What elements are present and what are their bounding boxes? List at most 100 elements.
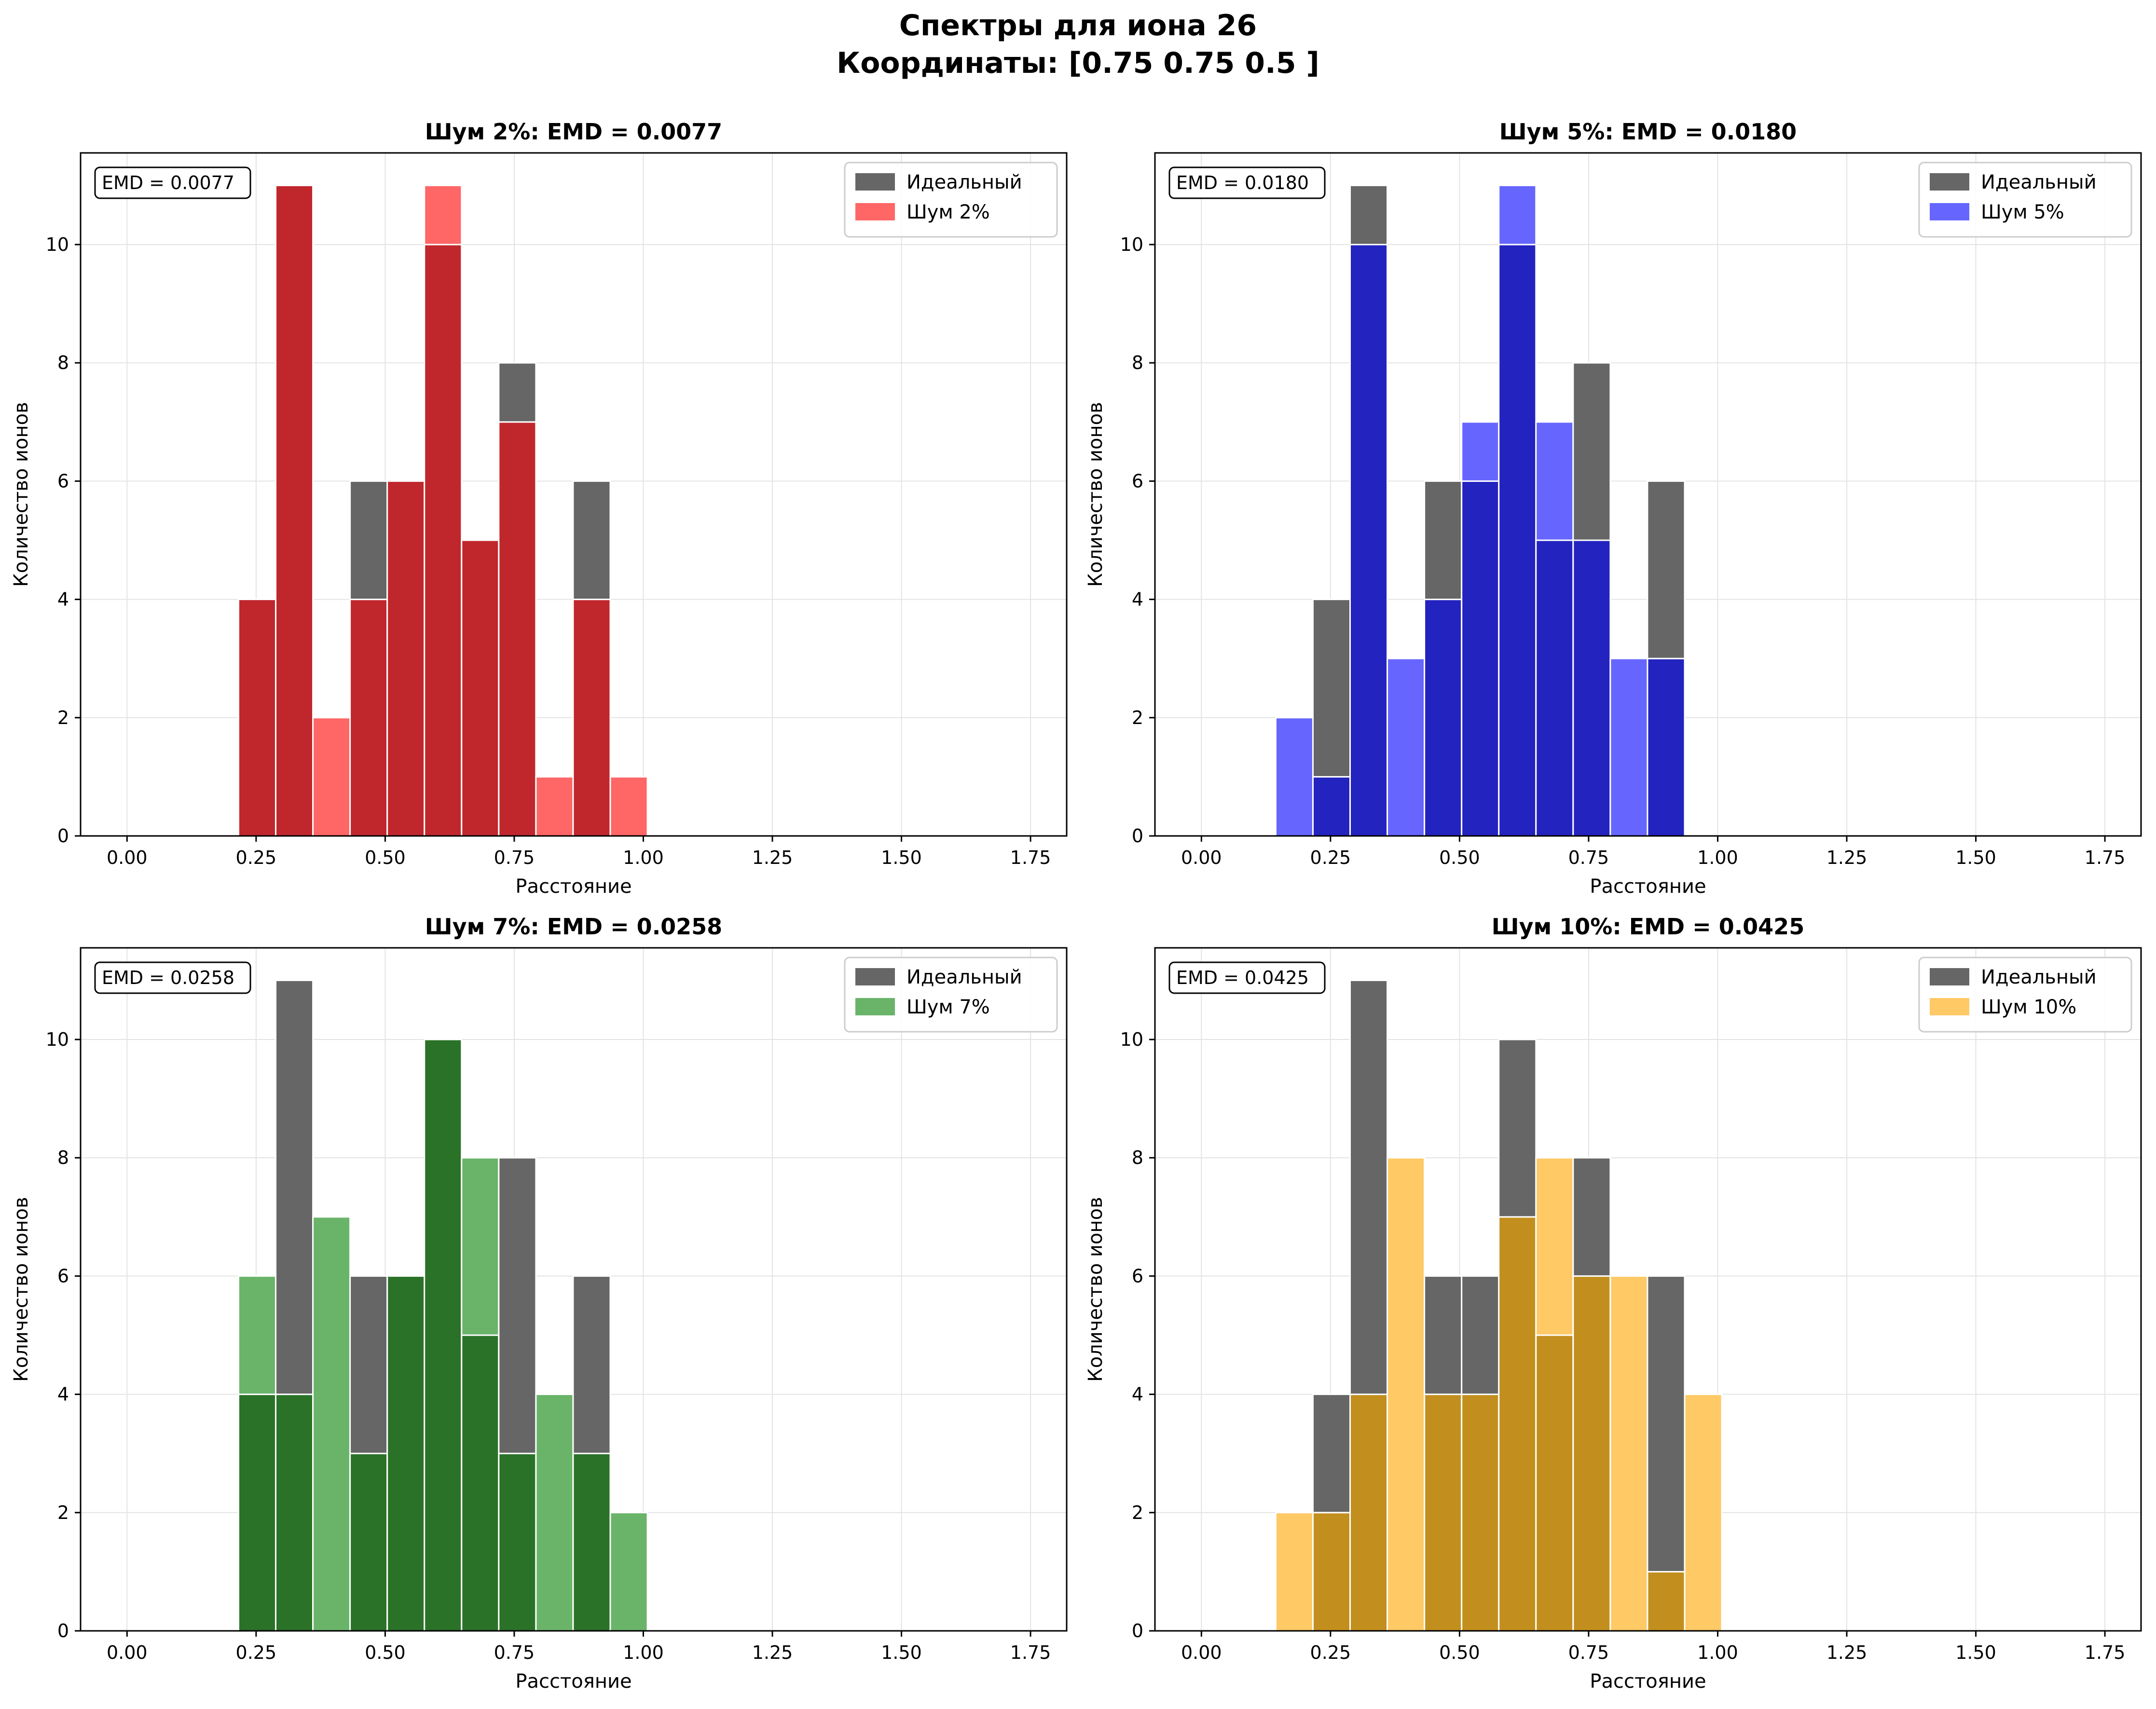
emd-annotation: EMD = 0.0258 xyxy=(102,967,234,988)
y-tick-label: 8 xyxy=(1132,352,1143,373)
bar-ideal xyxy=(1424,1275,1463,1395)
x-tick-label: 1.75 xyxy=(2085,1642,2126,1663)
bar-overlap xyxy=(572,599,611,837)
bar-overlap xyxy=(1312,776,1351,837)
figure-title-line-1: Спектры для иона 26 xyxy=(899,9,1257,42)
bar-overlap xyxy=(275,1394,314,1632)
emd-annotation: EMD = 0.0077 xyxy=(102,172,234,193)
bar-overlap xyxy=(349,1452,388,1632)
emd-annotation: EMD = 0.0180 xyxy=(1176,172,1309,193)
subplot-3: 0.00 0.25 0.50 0.75 1.00 1.25 1.50 1.75 0 2 4 6 8 10 Ш… xyxy=(10,914,1068,1693)
figure-title-line-2: Координаты: [0.75 0.75 0.5 ] xyxy=(837,46,1319,80)
bar-ideal xyxy=(1572,362,1611,541)
legend-label: Идеальный xyxy=(906,171,1022,193)
legend-label: Шум 7% xyxy=(906,996,990,1018)
y-tick-label: 8 xyxy=(57,352,69,373)
subplot-1: 0.00 0.25 0.50 0.75 1.00 1.25 1.50 1.75 0 2 4 6 8 10 Ш… xyxy=(10,119,1068,898)
x-tick-label: 0.50 xyxy=(1439,847,1480,868)
bar-overlap xyxy=(237,1394,277,1632)
legend-swatch xyxy=(855,173,895,191)
emd-annotation-box xyxy=(1168,961,1326,994)
x-tick-label: 1.25 xyxy=(1826,1642,1868,1663)
bar-noise xyxy=(237,1275,277,1395)
bar-overlap xyxy=(461,1334,500,1632)
x-tick-label: 1.50 xyxy=(881,1642,922,1663)
x-tick-label: 1.25 xyxy=(752,1642,793,1663)
x-tick-label: 0.25 xyxy=(1310,1642,1351,1663)
bar-noise xyxy=(1387,657,1426,837)
bar-overlap xyxy=(1312,1512,1351,1632)
bar-noise xyxy=(1609,657,1648,837)
subplot-title: Шум 2%: EMD = 0.0077 xyxy=(425,119,722,145)
bar-overlap xyxy=(424,244,463,837)
legend-swatch xyxy=(1930,203,1969,220)
bar-ideal xyxy=(572,480,611,601)
y-tick-label: 4 xyxy=(57,1384,69,1405)
legend-label: Шум 5% xyxy=(1981,201,2064,223)
emd-annotation: EMD = 0.0425 xyxy=(1176,967,1309,988)
x-tick-label: 0.50 xyxy=(1439,1642,1480,1663)
y-tick-label: 0 xyxy=(57,825,69,847)
y-tick-label: 2 xyxy=(57,707,69,728)
bar-noise xyxy=(535,776,574,837)
bar-ideal xyxy=(349,1275,388,1454)
emd-annotation-box xyxy=(94,961,251,994)
y-tick-label: 0 xyxy=(1132,825,1143,847)
bar-overlap xyxy=(498,421,537,837)
x-tick-label: 1.75 xyxy=(1010,1642,1051,1663)
bar-overlap xyxy=(1424,599,1463,837)
y-tick-label: 6 xyxy=(57,1265,69,1286)
y-tick-label: 2 xyxy=(1132,707,1143,728)
bar-overlap xyxy=(349,599,388,837)
x-tick-label: 1.50 xyxy=(881,847,922,868)
y-axis-label: Количество ионов xyxy=(1085,1197,1107,1381)
x-tick-label: 0.00 xyxy=(107,1642,148,1663)
bar-overlap xyxy=(275,184,314,837)
bar-ideal xyxy=(1312,599,1351,778)
axes-frame xyxy=(80,152,1068,837)
bar-ideal xyxy=(349,480,388,601)
legend-swatch xyxy=(1930,173,1969,191)
x-tick-label: 1.25 xyxy=(1826,847,1868,868)
legend-box xyxy=(1918,162,2132,238)
legend-label: Идеальный xyxy=(1981,171,2097,193)
subplot-2: 0.00 0.25 0.50 0.75 1.00 1.25 1.50 1.75 0 2 4 6 8 10 Ш… xyxy=(1085,119,2142,898)
bar-noise xyxy=(312,717,351,837)
bar-overlap xyxy=(1572,1275,1611,1632)
bar-overlap xyxy=(386,480,426,837)
subplot-4: 0.00 0.25 0.50 0.75 1.00 1.25 1.50 1.75 0 2 4 6 8 10 Ш… xyxy=(1085,914,2142,1693)
x-tick-label: 0.25 xyxy=(236,847,277,868)
bar-noise xyxy=(312,1216,351,1632)
legend-swatch xyxy=(1930,968,1969,985)
bar-overlap xyxy=(572,1452,611,1632)
subplot-title: Шум 10%: EMD = 0.0425 xyxy=(1492,914,1804,940)
legend-box xyxy=(844,162,1058,238)
y-tick-label: 2 xyxy=(57,1502,69,1523)
subplot-title: Шум 7%: EMD = 0.0258 xyxy=(425,914,722,940)
bar-noise xyxy=(1498,184,1537,246)
x-tick-label: 1.00 xyxy=(1697,1642,1738,1663)
y-tick-label: 4 xyxy=(1132,1384,1143,1405)
legend-swatch xyxy=(855,968,895,985)
x-tick-label: 1.50 xyxy=(1955,1642,1996,1663)
legend-label: Идеальный xyxy=(906,966,1022,988)
emd-annotation-box xyxy=(1168,166,1326,199)
bar-ideal xyxy=(1312,1394,1351,1514)
x-tick-label: 1.50 xyxy=(1955,847,1996,868)
x-tick-label: 0.00 xyxy=(107,847,148,868)
y-tick-label: 6 xyxy=(1132,1265,1143,1286)
x-tick-label: 0.75 xyxy=(1568,847,1609,868)
bar-overlap xyxy=(1572,539,1611,837)
x-tick-label: 0.50 xyxy=(365,847,406,868)
y-axis-label: Количество ионов xyxy=(10,1197,32,1381)
bar-noise xyxy=(1275,717,1314,837)
x-tick-label: 0.75 xyxy=(494,1642,535,1663)
x-tick-label: 0.75 xyxy=(1568,1642,1609,1663)
y-tick-label: 0 xyxy=(57,1620,69,1641)
x-tick-label: 1.75 xyxy=(2085,847,2126,868)
emd-annotation-box xyxy=(94,166,251,199)
bar-noise xyxy=(609,776,648,837)
bar-noise xyxy=(1461,421,1500,482)
legend-swatch xyxy=(855,998,895,1015)
